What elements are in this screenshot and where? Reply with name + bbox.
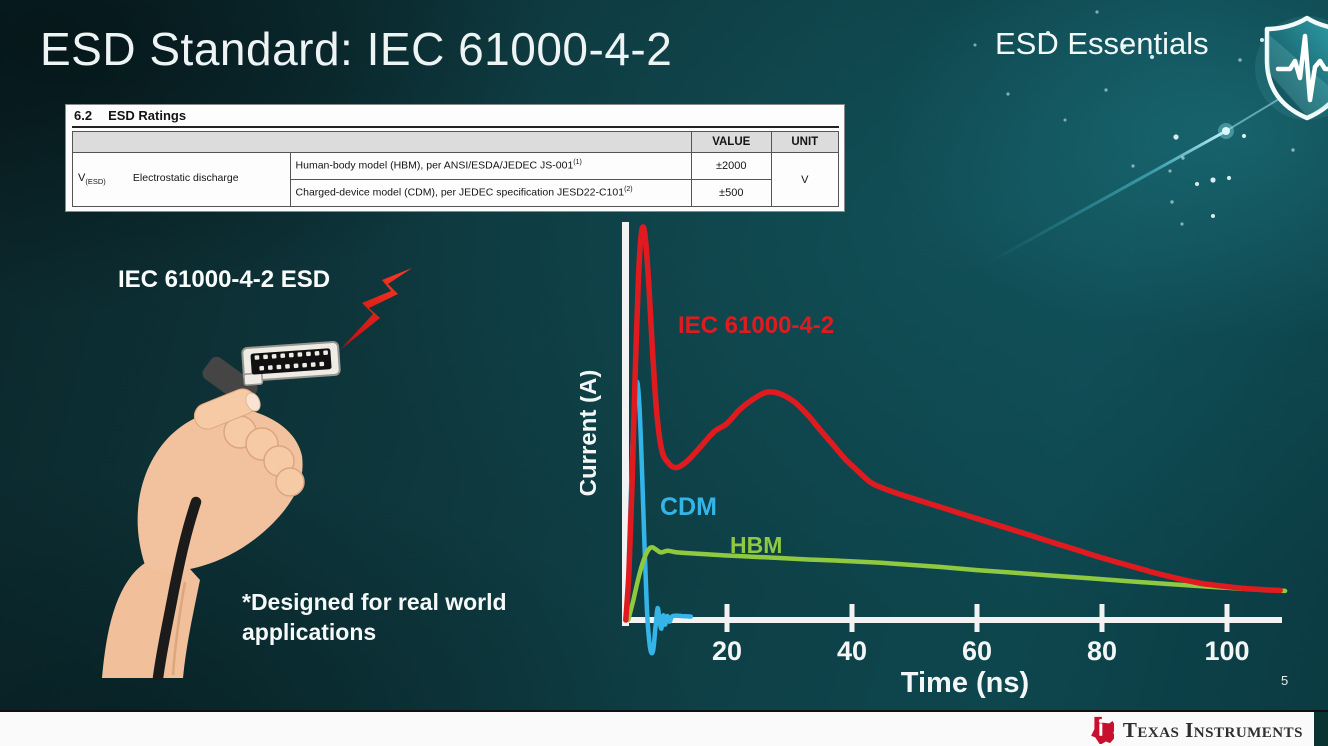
fingernail <box>245 392 261 412</box>
series-brand-title: ESD Essentials <box>995 26 1209 61</box>
esd-ratings-table: 6.2 ESD Ratings VALUE UNIT V(ESD) <box>65 104 845 212</box>
tick-100 <box>1224 604 1230 632</box>
star-dot <box>1226 175 1232 181</box>
star-dot <box>1241 133 1247 139</box>
hdmi-connector-icon <box>241 340 341 386</box>
star-dot <box>1291 148 1295 152</box>
heartbeat-pulse-line <box>1275 33 1328 103</box>
section-number: 6.2 <box>74 108 93 123</box>
slide-title: ESD Standard: IEC 61000-4-2 <box>40 23 673 75</box>
x-axis-tick-labels: 20 40 60 80 100 <box>712 636 1250 666</box>
cable-lower <box>152 496 202 680</box>
star-dot <box>1210 177 1216 183</box>
star-dot <box>1150 55 1154 59</box>
curve-hbm <box>626 545 1288 623</box>
x-axis-ticks <box>724 604 1230 632</box>
table-row: Charged-device model (CDM), per JEDEC sp… <box>73 179 839 207</box>
footer-bar: Texas Instruments <box>0 710 1328 746</box>
comet-streak-decoration <box>987 89 1295 265</box>
lightning-bolt-icon <box>340 268 412 350</box>
star-dot <box>1168 169 1172 173</box>
tick-label-100: 100 <box>1204 636 1249 666</box>
esd-waveform-chart: 20 40 60 80 100 Time (ns) Current (A) IEC 61… <box>580 222 1288 699</box>
designed-note: *Designed for real world applications <box>242 589 507 645</box>
star-dots <box>973 10 1295 226</box>
esd-shield-pulse-icon <box>1255 15 1328 121</box>
symbol: V(ESD) <box>78 172 106 187</box>
star-dot <box>1170 200 1174 204</box>
star-dot <box>1180 222 1184 226</box>
x-axis-title: Time (ns) <box>901 667 1029 699</box>
star-dot <box>1238 58 1242 62</box>
star-dot <box>1181 156 1185 160</box>
page-number: 5 <box>1281 673 1289 688</box>
star-dot <box>1095 10 1099 14</box>
star-dot <box>1063 118 1067 122</box>
header-empty-cell <box>72 131 692 153</box>
tick-label-20: 20 <box>712 636 742 666</box>
series-label-cdm: CDM <box>660 493 717 521</box>
tick-80 <box>1099 604 1105 632</box>
hbm-description: Human-body model (HBM), per ANSI/ESDA/JE… <box>289 152 692 180</box>
x-axis <box>622 617 1282 623</box>
curve-iec-61000-4-2 <box>623 224 1283 623</box>
finger <box>275 467 305 497</box>
footer-edge-strip <box>1314 712 1328 746</box>
star-dot <box>973 43 977 47</box>
header-value: VALUE <box>690 131 772 153</box>
star-dot <box>1046 31 1050 35</box>
cdm-description: Charged-device model (CDM), per JEDEC sp… <box>289 179 692 207</box>
starfield-decoration <box>973 10 1295 265</box>
chart-curves <box>623 224 1288 656</box>
unit-value: V <box>770 152 840 207</box>
series-label-hbm: HBM <box>730 532 782 558</box>
hand-holding-hdmi-illustration <box>102 268 412 680</box>
symbol-cell: V(ESD) Electrostatic discharge <box>72 152 291 207</box>
section-title: ESD Ratings <box>108 108 187 123</box>
y-axis <box>622 222 629 626</box>
tick-label-80: 80 <box>1087 636 1117 666</box>
ti-logo-lockup: Texas Instruments <box>1088 716 1303 744</box>
ti-logo-text: Texas Instruments <box>1122 717 1303 742</box>
chart-axes <box>622 222 1282 626</box>
tick-40 <box>849 604 855 632</box>
table-caption: 6.2 ESD Ratings <box>72 107 839 128</box>
star-dot <box>1131 164 1135 168</box>
tick-label-40: 40 <box>837 636 867 666</box>
header-unit: UNIT <box>770 131 840 153</box>
tick-20 <box>724 604 730 632</box>
star-dot <box>1006 92 1010 96</box>
series-label-iec: IEC 61000-4-2 <box>678 312 834 339</box>
star-dot <box>1104 88 1108 92</box>
ti-bug-icon <box>1090 716 1114 744</box>
table-row: V(ESD) Electrostatic discharge Human-bod… <box>72 152 840 207</box>
cdm-value: ±500 <box>690 179 772 207</box>
parameter-label: Electrostatic discharge <box>132 172 239 185</box>
table-header-row: VALUE UNIT <box>72 131 840 153</box>
tick-label-60: 60 <box>962 636 992 666</box>
hbm-value: ±2000 <box>690 152 772 180</box>
star-dot <box>1122 45 1126 49</box>
star-dot <box>1260 38 1264 42</box>
illustration-label: IEC 61000-4-2 ESD <box>118 266 331 293</box>
tick-60 <box>974 604 980 632</box>
star-dot <box>1211 214 1215 218</box>
wrist <box>102 555 200 678</box>
star-dot <box>1173 134 1179 140</box>
star-dot <box>1195 182 1199 186</box>
y-axis-title: Current (A) <box>580 370 602 497</box>
